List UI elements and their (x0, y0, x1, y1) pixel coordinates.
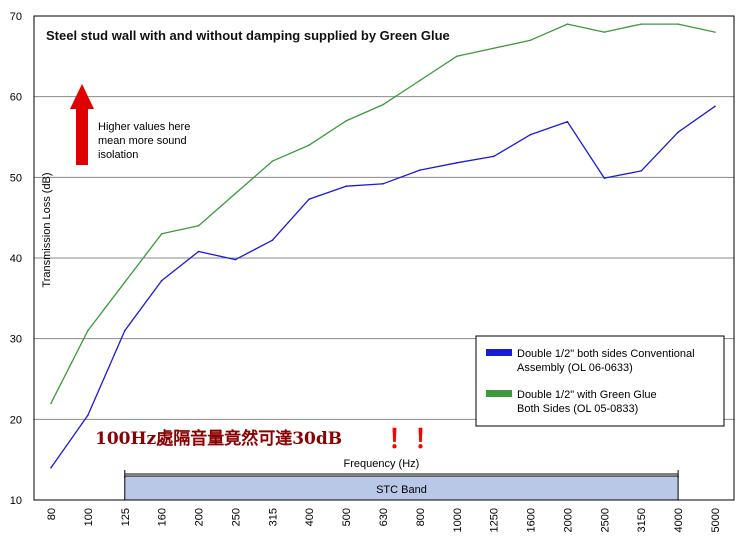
point-green-glue-2500 (603, 31, 606, 33)
stc-band: STC Band (124, 470, 679, 501)
point-conventional-2000 (566, 120, 569, 123)
point-conventional-630 (382, 182, 384, 185)
legend-label-conventional-line2: Assembly (OL 06-0633) (517, 362, 633, 374)
x-tick-315: 315 (267, 508, 279, 526)
point-green-glue-1250 (492, 47, 495, 50)
point-green-glue-100 (87, 329, 89, 332)
legend-box (475, 335, 725, 427)
legend-swatch-conventional (486, 349, 512, 356)
point-conventional-80 (50, 466, 52, 469)
annotation-text: Higher values here mean more sound isola… (98, 121, 190, 161)
x-tick-3150: 3150 (636, 508, 648, 532)
series-lines (50, 23, 716, 469)
legend-swatch-green-glue (486, 390, 512, 397)
y-tick-20: 20 (10, 414, 22, 426)
higher-is-better-arrow (70, 84, 94, 165)
point-conventional-200 (197, 250, 200, 253)
annotation-line-3: isolation (98, 149, 138, 161)
point-green-glue-2000 (566, 23, 569, 25)
y-tick-30: 30 (10, 334, 22, 346)
point-conventional-2500 (603, 177, 606, 179)
overlay-note-background (92, 424, 384, 452)
point-conventional-1250 (492, 155, 495, 158)
point-green-glue-1000 (455, 55, 458, 58)
point-green-glue-250 (234, 192, 237, 195)
x-tick-160: 160 (157, 508, 169, 526)
point-green-glue-3150 (640, 23, 643, 25)
legend-label-green-glue-line1: Double 1/2" with Green Glue (517, 389, 657, 401)
y-tick-60: 60 (10, 92, 22, 104)
chart-title: Steel stud wall with and without damping… (46, 28, 450, 43)
y-axis-label: Transmission Loss (dB) (41, 172, 53, 287)
point-green-glue-315 (271, 160, 274, 162)
legend: Double 1/2" both sides Conventional Asse… (475, 335, 725, 427)
y-tick-labels: 10 20 30 40 50 60 70 (10, 11, 22, 507)
point-green-glue-80 (50, 402, 52, 405)
point-conventional-160 (160, 279, 163, 282)
x-tick-125: 125 (120, 508, 132, 526)
x-tick-1000: 1000 (452, 508, 464, 532)
x-tick-800: 800 (415, 508, 427, 526)
point-green-glue-630 (382, 103, 384, 106)
point-conventional-500 (345, 185, 347, 188)
point-green-glue-160 (160, 233, 163, 235)
point-conventional-400 (308, 198, 311, 200)
point-green-glue-200 (197, 224, 200, 227)
annotation-line-1: Higher values here (98, 121, 190, 133)
point-conventional-100 (87, 414, 89, 417)
x-tick-200: 200 (194, 508, 206, 526)
x-tick-4000: 4000 (673, 508, 685, 532)
x-tick-80: 80 (46, 508, 58, 520)
x-tick-630: 630 (378, 508, 390, 526)
x-axis-label: Frequency (Hz) (344, 458, 420, 470)
x-tick-500: 500 (341, 508, 353, 526)
point-green-glue-1600 (529, 39, 532, 41)
x-tick-5000: 5000 (710, 508, 722, 532)
point-conventional-3150 (640, 170, 643, 172)
legend-label-green-glue-line2: Both Sides (OL 05-0833) (517, 403, 638, 415)
point-conventional-250 (234, 258, 237, 261)
point-green-glue-4000 (677, 23, 679, 25)
y-tick-70: 70 (10, 11, 22, 23)
point-conventional-1000 (455, 162, 458, 164)
overlay-note-exclamations: ！！ (388, 425, 440, 455)
overlay-note: 100Hz處隔音量竟然可達30dB ！！ (92, 424, 440, 455)
point-conventional-1600 (529, 133, 532, 136)
stc-band-label: STC Band (376, 484, 427, 496)
stc-band-rect (124, 475, 679, 501)
x-tick-2500: 2500 (599, 508, 611, 532)
point-conventional-125 (123, 329, 126, 332)
y-tick-10: 10 (10, 495, 22, 507)
legend-label-conventional-line1: Double 1/2" both sides Conventional (517, 348, 695, 360)
point-green-glue-5000 (714, 31, 716, 33)
point-conventional-800 (419, 169, 421, 171)
x-tick-400: 400 (304, 508, 316, 526)
point-green-glue-125 (123, 281, 126, 284)
x-tick-labels: 80 100 125 160 200 250 315 400 500 630 800 1000 1250… (46, 508, 722, 532)
x-tick-2000: 2000 (562, 508, 574, 532)
y-tick-50: 50 (10, 172, 22, 184)
point-green-glue-500 (345, 120, 347, 122)
x-tick-1600: 1600 (526, 508, 538, 532)
point-conventional-315 (271, 239, 274, 242)
overlay-note-text: 100Hz處隔音量竟然可達30dB (95, 428, 342, 449)
point-green-glue-400 (308, 144, 311, 146)
point-conventional-4000 (677, 131, 679, 133)
plot-area-border (33, 15, 735, 501)
arrow-head (70, 84, 94, 109)
y-tick-40: 40 (10, 253, 22, 265)
x-tick-100: 100 (83, 508, 95, 526)
x-tick-1250: 1250 (489, 508, 501, 532)
point-conventional-5000 (714, 105, 716, 108)
x-tick-250: 250 (230, 508, 242, 526)
annotation-line-2: mean more sound (98, 135, 187, 147)
point-green-glue-800 (419, 79, 421, 82)
arrow-shaft (76, 108, 88, 165)
